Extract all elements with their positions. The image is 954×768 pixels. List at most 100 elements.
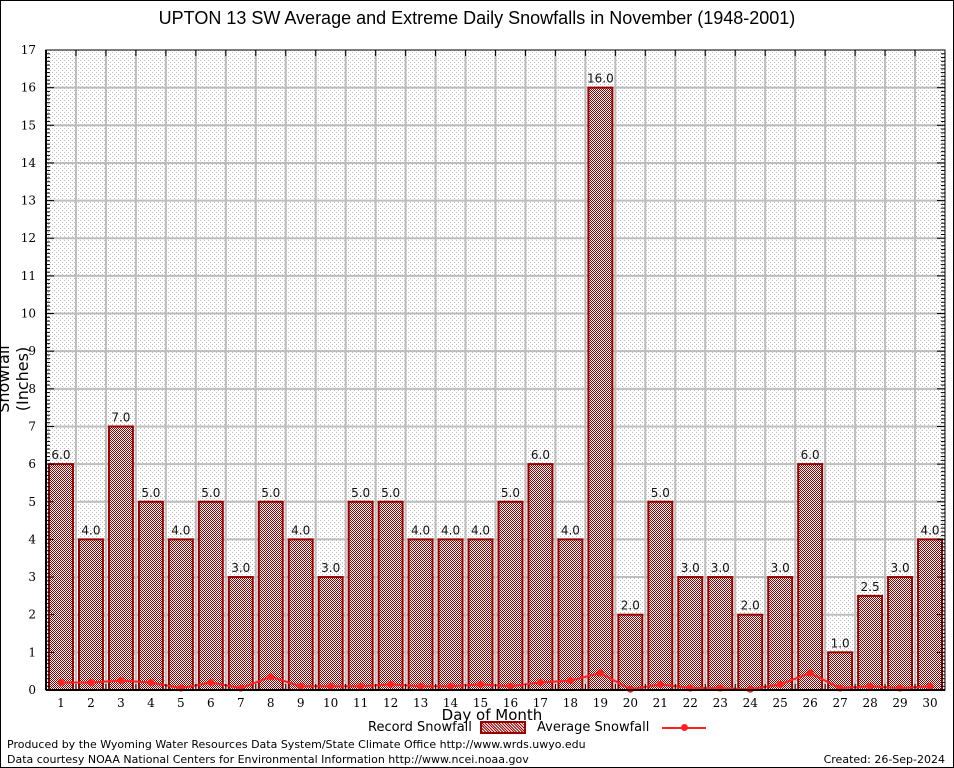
bar-label-day-14: 4.0 [441,523,460,537]
x-tick-label: 18 [563,696,578,710]
x-tick-label: 2 [87,696,95,710]
bar-label-day-15: 4.0 [471,523,490,537]
x-tick-label: 5 [177,696,185,710]
bar-day-23 [707,576,734,692]
average-point-day-14 [447,682,455,690]
grid [46,50,945,690]
bar-label-day-27: 1.0 [831,636,850,650]
y-tick-label: 16 [21,81,36,95]
average-point-day-10 [327,682,335,690]
x-tick-label: 26 [803,696,818,710]
y-tick-label: 6 [28,457,36,471]
legend-record-label: Record Snowfall [368,720,472,735]
footer-data-courtesy: Data courtesy NOAA National Centers for … [7,753,529,766]
y-tick-label: 12 [21,231,36,245]
bar-day-13 [407,538,434,691]
legend-record-swatch [480,721,527,734]
legend-average-label: Average Snowfall [537,720,650,735]
bar-label-day-1: 6.0 [51,448,70,462]
x-tick-label: 9 [297,696,305,710]
bar-label-day-19: 16.0 [587,72,614,86]
y-tick-label: 5 [28,495,36,509]
x-tick-label: 20 [623,696,638,710]
bar-day-10 [317,576,344,692]
bar-label-day-30: 4.0 [920,523,939,537]
average-point-day-11 [357,682,365,690]
average-point-day-16 [506,682,514,690]
bar-label-day-17: 6.0 [531,448,550,462]
y-tick-label: 8 [28,382,36,396]
bar-day-4 [137,500,164,691]
average-point-day-30 [926,682,934,690]
bar-label-day-26: 6.0 [801,448,820,462]
x-tick-label: 29 [892,696,907,710]
bar-day-18 [557,538,584,691]
x-tick-label: 28 [862,696,877,710]
average-point-day-4 [147,678,155,686]
axes [45,49,946,691]
bar-label-day-6: 5.0 [201,486,220,500]
x-tick-label: 24 [743,696,759,710]
y-tick-label: 13 [21,194,36,208]
x-ticks: 1 2 3 4 5 6 7 8 9 10 11 12 13 14 15 16 17 18 19 20 21 22 23 24 2… [57,696,937,710]
x-tick-label: 1 [57,696,65,710]
average-point-day-21 [656,680,664,688]
bar-day-24 [737,613,764,691]
x-tick-label: 30 [922,696,937,710]
bar-day-6 [197,500,224,691]
average-point-day-13 [417,682,425,690]
bar-day-2 [77,538,104,691]
bar-day-19 [587,86,614,692]
bar-day-20 [617,613,644,691]
bar-day-3 [107,425,134,691]
average-point-day-18 [566,677,574,685]
x-tick-label: 4 [147,696,155,710]
bar-day-28 [857,594,884,691]
average-point-day-17 [536,678,544,686]
bar-day-15 [467,538,494,691]
y-tick-label: 14 [21,156,37,170]
chart-title: UPTON 13 SW Average and Extreme Daily Sn… [158,8,796,28]
x-tick-label: 27 [832,696,847,710]
bar-label-day-20: 2.0 [621,599,640,613]
average-point-day-3 [117,677,125,685]
x-tick-label: 3 [117,696,125,710]
bar-label-day-10: 3.0 [321,561,340,575]
x-tick-label: 21 [653,696,668,710]
bar-label-day-4: 5.0 [141,486,160,500]
x-tick-label: 6 [207,696,215,710]
average-point-day-15 [477,680,485,688]
bar-label-day-9: 4.0 [291,523,310,537]
bar-label-day-16: 5.0 [501,486,520,500]
bar-label-day-12: 5.0 [381,486,400,500]
average-point-day-19 [596,669,604,677]
x-axis-label: Day of Month [441,706,543,724]
average-point-day-6 [207,678,215,686]
bar-day-9 [287,538,314,691]
x-tick-label: 17 [533,696,548,710]
y-tick-label: 4 [28,532,36,546]
y-tick-label: 7 [28,419,36,433]
average-point-day-25 [776,680,784,688]
legend-average: Average Snowfall [537,720,706,735]
bar-label-day-18: 4.0 [561,523,580,537]
bar-day-22 [677,576,704,692]
x-tick-label: 8 [267,696,275,710]
bar-day-26 [797,463,824,691]
y-tick-label: 17 [21,43,36,57]
x-tick-label: 23 [713,696,728,710]
bar-labels: 6.0 4.0 7.0 5.0 4.0 5.0 3.0 5.0 4.0 3.0 5.0 5.0 4.0 4… [51,72,939,651]
x-tick-label: 13 [413,696,428,710]
average-point-day-9 [297,682,305,690]
y-tick-label: 1 [28,645,36,659]
x-tick-label: 7 [237,696,245,710]
bar-label-day-3: 7.0 [111,410,130,424]
y-tick-label: 10 [21,307,36,321]
average-point-day-12 [387,680,395,688]
y-tick-label: 11 [21,269,36,283]
y-tick-label: 9 [28,344,36,358]
bar-label-day-24: 2.0 [741,599,760,613]
footer-produced-by: Produced by the Wyoming Water Resources … [7,738,586,751]
average-point-day-2 [87,678,95,686]
